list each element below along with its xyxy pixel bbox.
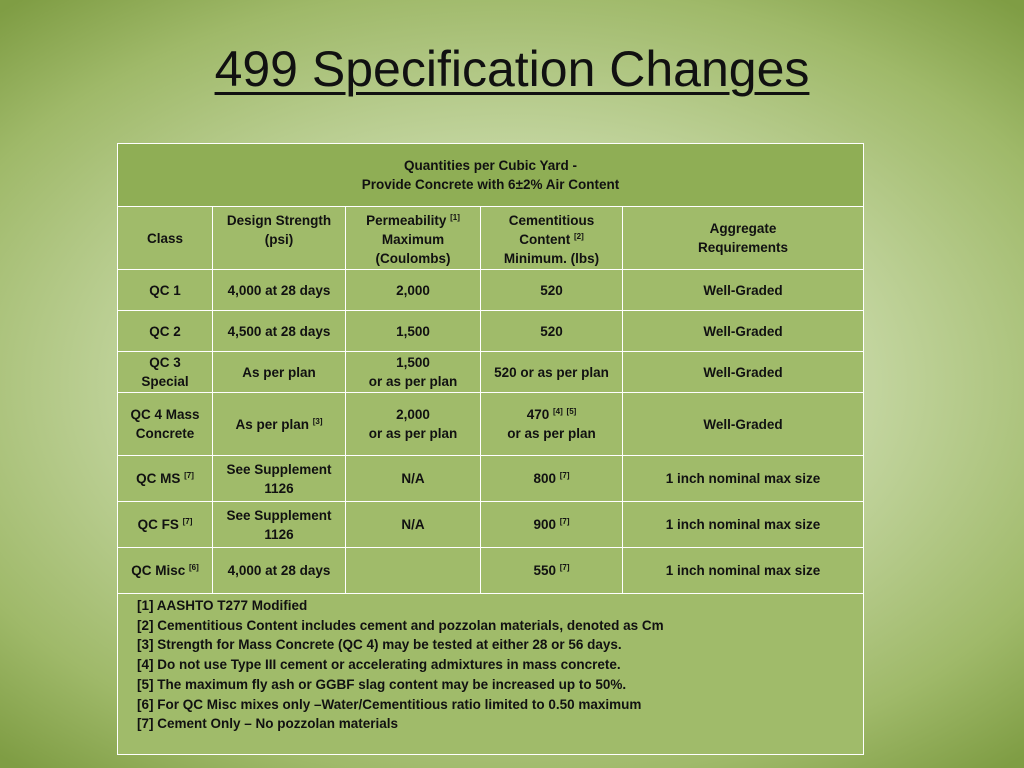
cell-aggregate: 1 inch nominal max size <box>621 455 865 502</box>
cell-cementitious: 520 <box>480 310 623 352</box>
cell-strength: As per plan <box>212 351 346 393</box>
cell-class: QC 1 <box>117 269 213 311</box>
col-class: Class <box>117 206 213 270</box>
col-aggregate: Aggregate Requirements <box>621 206 865 270</box>
cell-aggregate: Well-Graded <box>621 310 865 352</box>
table-row: QC 3 Special As per plan 1,500 or as per p… <box>117 351 865 393</box>
cell-permeability: 2,000 or as per plan <box>345 392 481 456</box>
footnote: [1] AASHTO T277 Modified <box>137 598 308 613</box>
cell-cementitious: 520 <box>480 269 623 311</box>
cell-class: QC 3 Special <box>117 351 213 393</box>
footnote: [4] Do not use Type III cement or accele… <box>137 657 621 673</box>
cell-class: QC 4 Mass Concrete <box>117 392 213 456</box>
footnotes: [1] AASHTO T277 Modified [2] Cementitiou… <box>116 593 865 755</box>
cell-permeability: 1,500 or as per plan <box>345 351 481 393</box>
col-design-strength: Design Strength (psi) <box>212 206 346 270</box>
footnote: [6] For QC Misc mixes only –Water/Cement… <box>137 696 642 712</box>
cell-aggregate: 1 inch nominal max size <box>621 547 865 594</box>
cell-cementitious: 470 [4] [5] or as per plan <box>480 392 623 456</box>
footnote: [3] Strength for Mass Concrete (QC 4) ma… <box>137 637 622 653</box>
cell-permeability: 1,500 <box>345 310 481 352</box>
specification-table: Quantities per Cubic Yard - Provide Conc… <box>116 143 865 755</box>
footnote: [7] Cement Only – No pozzolan materials <box>137 716 399 732</box>
cell-strength: See Supplement 1126 <box>212 501 346 548</box>
cell-cementitious: 550 [7] <box>480 547 623 594</box>
slide-title: 499 Specification Changes <box>214 41 810 97</box>
cell-class: QC FS [7] <box>117 501 213 548</box>
col-cementitious: Cementitious Content [2] Minimum. (lbs) <box>480 206 623 270</box>
cell-aggregate: 1 inch nominal max size <box>621 501 865 548</box>
table-row: QC Misc [6] 4,000 at 28 days 550 [7] 1 i… <box>117 547 865 594</box>
table-header: Quantities per Cubic Yard - Provide Conc… <box>116 143 865 207</box>
col-permeability: Permeability [1] Maximum (Coulombs) <box>345 206 481 270</box>
cell-strength: 4,000 at 28 days <box>212 547 346 594</box>
cell-permeability: 2,000 <box>345 269 481 311</box>
cell-class: QC MS [7] <box>117 455 213 502</box>
cell-strength: 4,500 at 28 days <box>212 310 346 352</box>
table-row: QC 4 Mass Concrete As per plan [3] 2,000 o… <box>117 392 865 456</box>
cell-aggregate: Well-Graded <box>621 269 865 311</box>
table-row: QC 2 4,500 at 28 days 1,500 520 Well-Gra… <box>117 310 865 352</box>
cell-cementitious: 800 [7] <box>480 455 623 502</box>
cell-class: QC Misc [6] <box>117 547 213 594</box>
table-row: QC FS [7] See Supplement 1126 N/A 900 [7]… <box>117 501 865 548</box>
table-row: QC MS [7] See Supplement 1126 N/A 800 [7]… <box>117 455 865 502</box>
column-header-row: Class Design Strength (psi) Permeability … <box>117 206 865 270</box>
cell-aggregate: Well-Graded <box>621 351 865 393</box>
cell-cementitious: 520 or as per plan <box>480 351 623 393</box>
cell-strength: As per plan [3] <box>212 392 346 456</box>
cell-permeability: N/A <box>345 455 481 502</box>
cell-strength: 4,000 at 28 days <box>212 269 346 311</box>
header-line-1: Quantities per Cubic Yard - <box>403 158 578 173</box>
cell-strength: See Supplement 1126 <box>212 455 346 502</box>
cell-cementitious: 900 [7] <box>480 501 623 548</box>
cell-class: QC 2 <box>117 310 213 352</box>
cell-permeability <box>345 547 481 594</box>
cell-aggregate: Well-Graded <box>621 392 865 456</box>
footnote: [5] The maximum fly ash or GGBF slag con… <box>137 676 627 692</box>
cell-permeability: N/A <box>345 501 481 548</box>
table-row: QC 1 4,000 at 28 days 2,000 520 Well-Gra… <box>117 269 865 311</box>
footnote: [2] Cementitious Content includes cement… <box>137 617 664 633</box>
header-line-2: Provide Concrete with 6±2% Air Content <box>361 177 620 192</box>
